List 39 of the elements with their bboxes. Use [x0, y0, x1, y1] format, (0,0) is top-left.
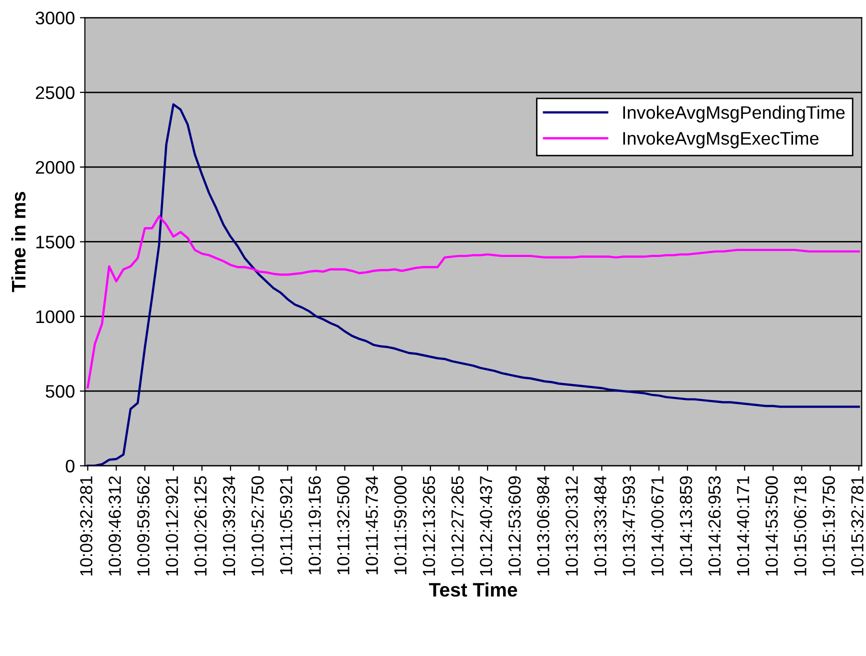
x-tick-label: 10:15:32:781	[851, 476, 864, 576]
x-tick-label: 10:12:40:437	[480, 476, 492, 576]
y-tick-label: 1500	[36, 236, 74, 248]
x-tick-label: 10:14:13:859	[680, 476, 692, 576]
x-tick-label: 10:11:05:921	[280, 476, 292, 574]
x-tick-label: 10:14:26:953	[708, 476, 721, 576]
y-tick-label: 500	[46, 385, 74, 398]
x-tick-label: 10:13:20:312	[566, 476, 578, 576]
x-tick-label: 10:11:59:000	[394, 476, 407, 574]
x-tick-label: 10:12:13:265	[422, 476, 436, 576]
x-tick-label: 10:15:06:718	[794, 476, 806, 576]
x-tick-label: 10:11:19:156	[308, 476, 321, 574]
y-tick-label: 2500	[36, 86, 74, 100]
x-tick-label: 10:13:06:984	[537, 476, 550, 576]
x-tick-label: 10:09:59:562	[137, 476, 150, 576]
x-tick-label: 10:10:26:125	[194, 476, 207, 576]
y-tick-label: 2000	[36, 160, 74, 174]
y-axis-title: Time in ms	[11, 192, 26, 292]
x-tick-label: 10:11:32:500	[337, 476, 350, 574]
y-tick-label: 0	[66, 460, 74, 472]
x-tick-label: 10:13:33:484	[594, 476, 606, 576]
legend-label: InvokeAvgMsgExecTime	[623, 132, 819, 148]
x-tick-label: 10:09:46:312	[108, 476, 121, 576]
x-tick-label: 10:09:32:281	[80, 476, 92, 576]
x-tick-label: 10:14:00:671	[651, 476, 664, 576]
x-tick-label: 10:14:40:171	[736, 476, 750, 576]
x-axis-title: Test Time	[428, 582, 518, 597]
x-tick-label: 10:14:53:500	[766, 476, 778, 576]
x-tick-label: 10:13:47:593	[622, 476, 636, 576]
y-tick-label: 1000	[36, 310, 74, 324]
x-tick-label: 10:12:27:265	[451, 476, 464, 576]
x-tick-label: 10:12:53:609	[508, 476, 521, 576]
x-tick-label: 10:10:52:750	[251, 476, 264, 576]
legend-label: InvokeAvgMsgPendingTime	[623, 106, 845, 122]
x-tick-label: 10:10:39:234	[222, 476, 236, 576]
y-tick-label: 3000	[36, 12, 74, 24]
x-tick-label: 10:11:45:734	[366, 476, 378, 574]
x-tick-label: 10:15:19:750	[822, 476, 835, 576]
x-tick-label: 10:10:12:921	[166, 476, 178, 576]
